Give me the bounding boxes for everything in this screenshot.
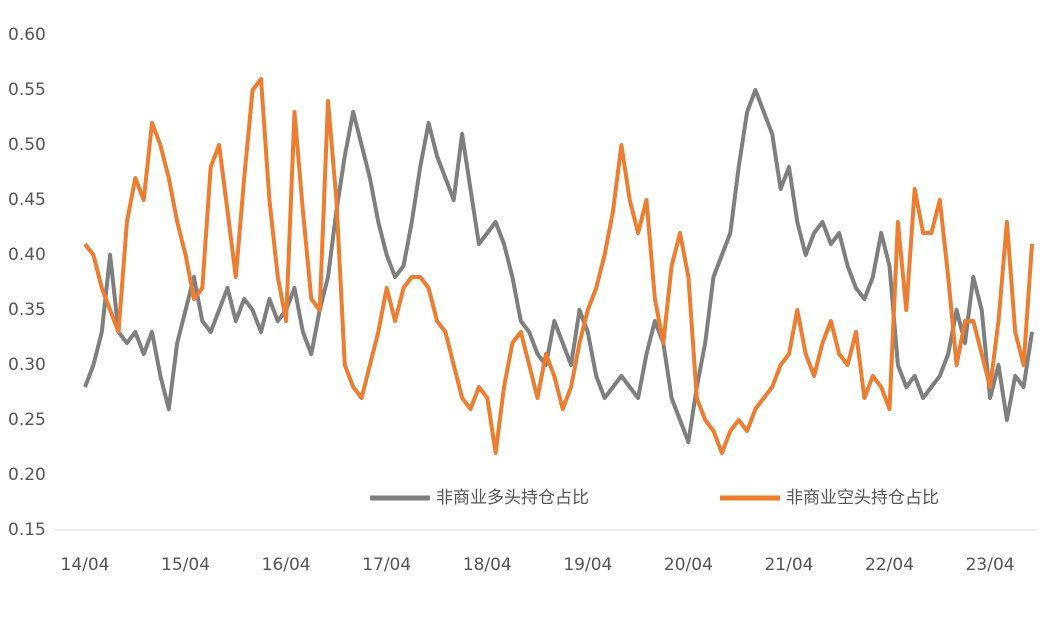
x-tick-label: 16/04 [262, 555, 311, 575]
y-tick-label: 0.50 [8, 135, 46, 155]
x-tick-label: 15/04 [161, 555, 210, 575]
y-tick-label: 0.55 [8, 80, 46, 100]
x-tick-label: 22/04 [865, 555, 914, 575]
series-line [83, 88, 1034, 444]
y-tick-label: 0.25 [8, 410, 46, 430]
x-tick-label: 18/04 [463, 555, 512, 575]
x-tick-label: 19/04 [563, 555, 612, 575]
x-tick-label: 17/04 [362, 555, 411, 575]
y-tick-label: 0.15 [8, 520, 46, 540]
y-tick-label: 0.35 [8, 300, 46, 320]
x-tick-label: 14/04 [61, 555, 110, 575]
series-line [83, 77, 1034, 455]
y-tick-label: 0.60 [8, 25, 46, 45]
legend-label: 非商业多头持仓占比 [436, 488, 589, 508]
x-tick-label: 21/04 [764, 555, 813, 575]
y-tick-label: 0.20 [8, 465, 46, 485]
y-tick-label: 0.40 [8, 245, 46, 265]
legend-label: 非商业空头持仓占比 [786, 488, 939, 508]
x-tick-label: 20/04 [664, 555, 713, 575]
x-tick-label: 23/04 [966, 555, 1015, 575]
y-tick-label: 0.30 [8, 355, 46, 375]
y-tick-label: 0.45 [8, 190, 46, 210]
